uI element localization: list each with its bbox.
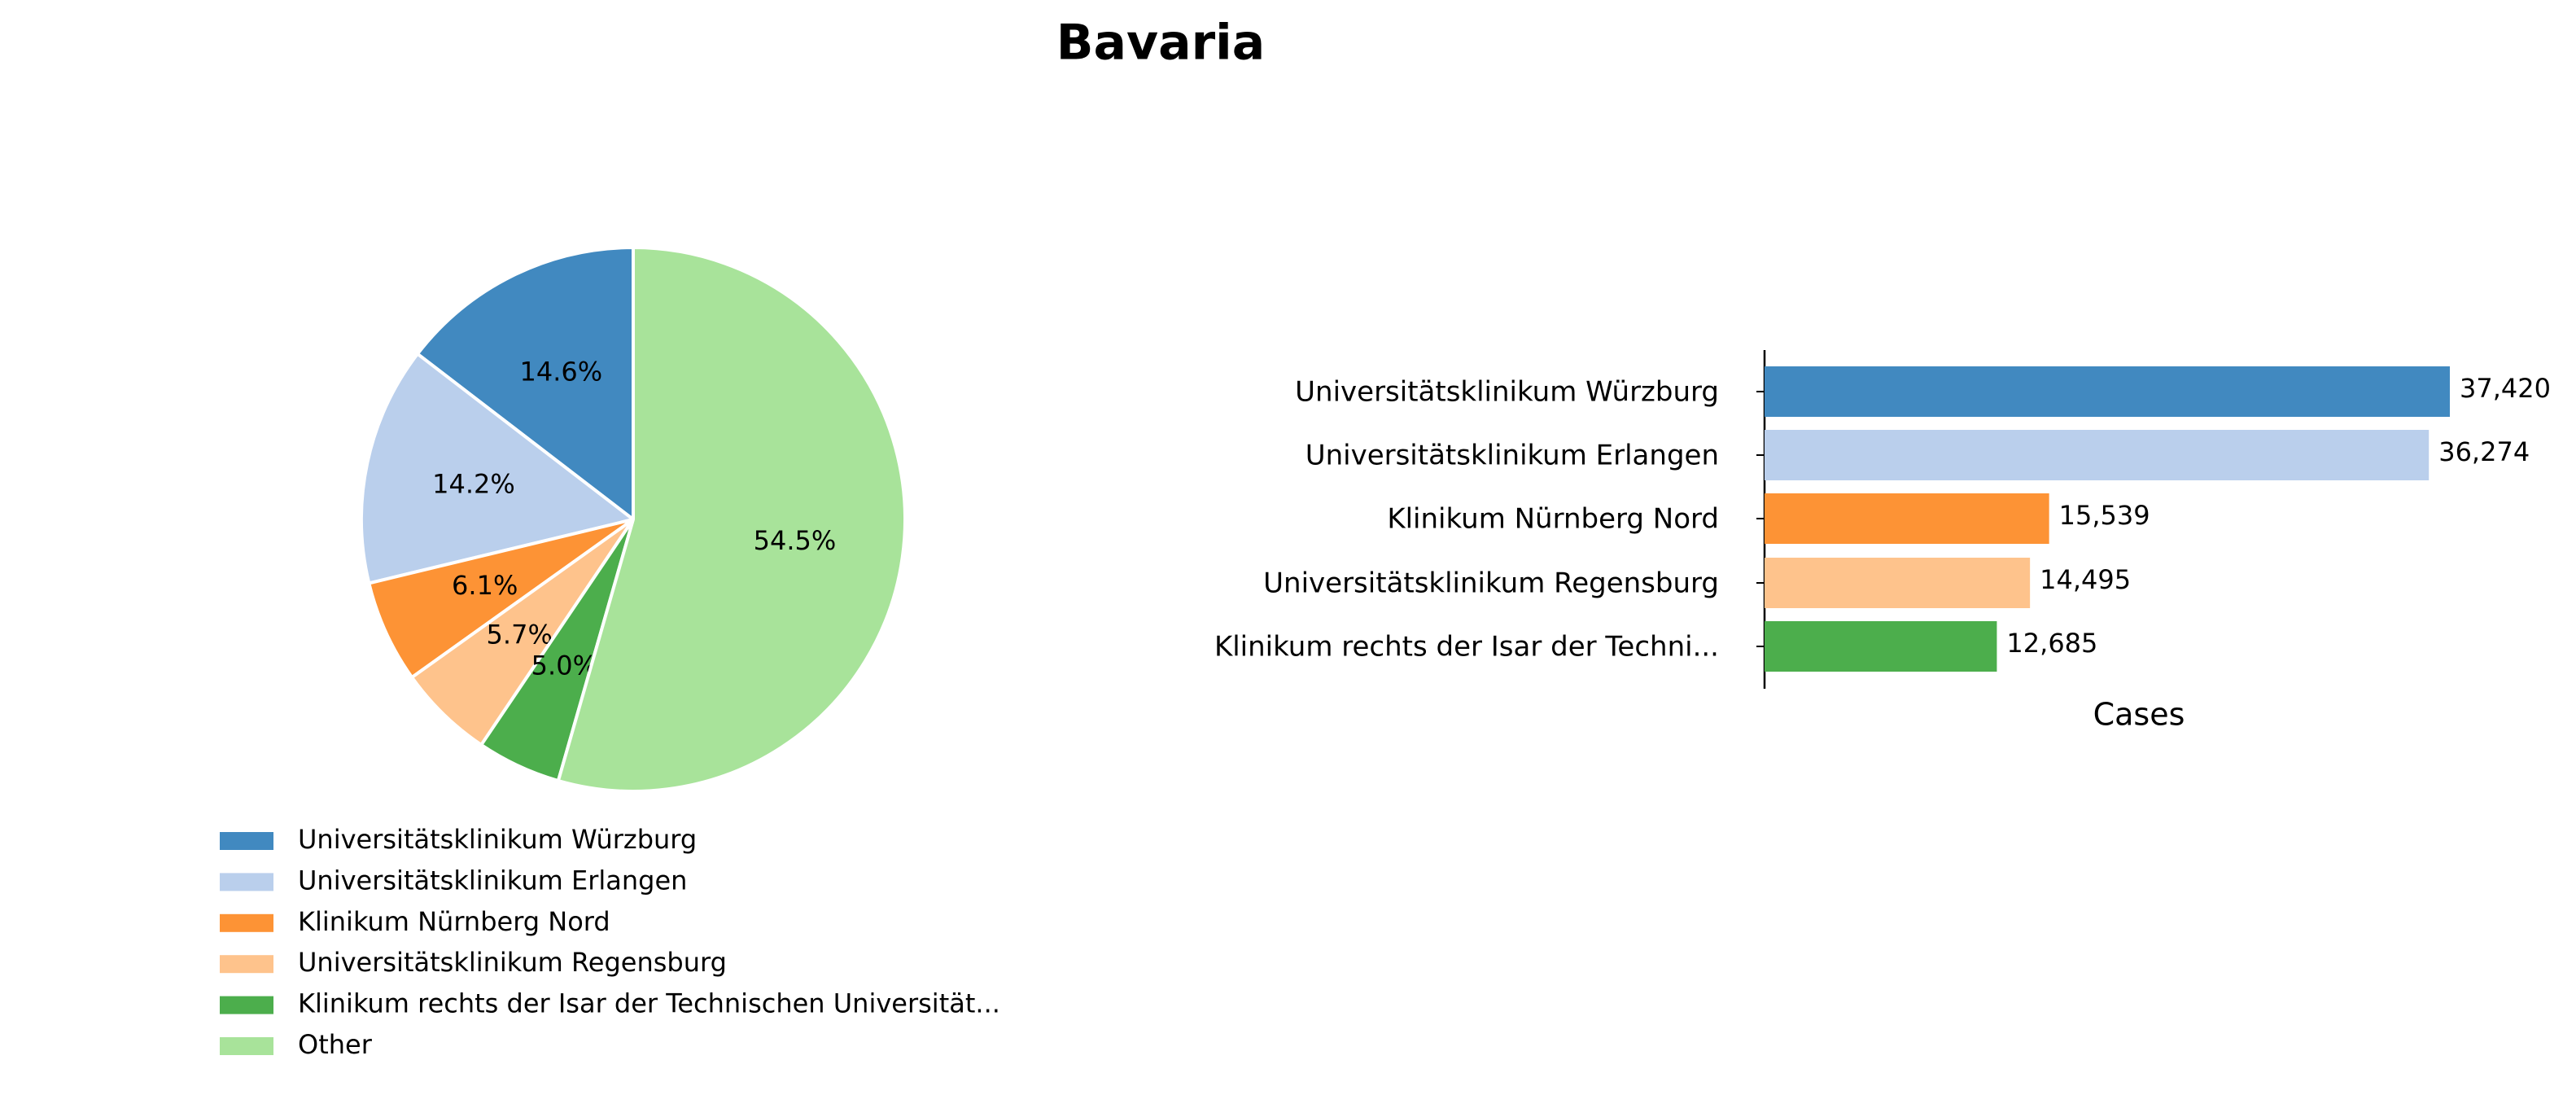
bar-category-label: Universitätsklinikum Erlangen bbox=[1305, 440, 1719, 472]
legend-swatch bbox=[220, 832, 273, 850]
pie-slice bbox=[367, 518, 635, 680]
bar-value-label: 14,495 bbox=[2040, 564, 2131, 595]
legend-swatch bbox=[220, 1037, 273, 1055]
pie-legend: Universitätsklinikum Würzburg Universität… bbox=[220, 824, 1000, 1060]
pie-chart: 14.6% 14.2% 6.1% 5.7%5.0% 54.5% bbox=[360, 246, 907, 793]
bar-value-label: 37,420 bbox=[2460, 373, 2551, 404]
legend-swatch bbox=[220, 873, 273, 891]
legend-entry-label: Klinikum rechts der Isar der Technischen… bbox=[298, 988, 1000, 1019]
pie-slice-percent-label: 5.0% bbox=[531, 650, 597, 681]
legend-entry-label: Universitätsklinikum Regensburg bbox=[298, 947, 727, 978]
bar bbox=[1765, 430, 2429, 480]
bar-x-axis-label: Cases bbox=[2093, 697, 2185, 733]
legend-entry-label: Other bbox=[298, 1029, 373, 1060]
bar bbox=[1765, 621, 1997, 672]
bar bbox=[1765, 558, 2031, 608]
pie-slice bbox=[360, 352, 635, 585]
pie-slice-percent-label: 14.6% bbox=[520, 356, 603, 387]
pie-slice-percent-label: 6.1% bbox=[452, 570, 518, 601]
pie-slice bbox=[556, 246, 907, 793]
bar-category-label: Universitätsklinikum Regensburg bbox=[1263, 567, 1719, 600]
bar-category-label: Klinikum Nürnberg Nord bbox=[1387, 503, 1719, 536]
legend-swatch bbox=[220, 955, 273, 974]
bar-value-label: 36,274 bbox=[2438, 436, 2530, 467]
bar bbox=[1765, 493, 2049, 544]
bar bbox=[1765, 366, 2450, 417]
legend-swatch bbox=[220, 913, 273, 932]
legend-swatch bbox=[220, 996, 273, 1014]
pie-slice-percent-label: 5.7% bbox=[487, 620, 553, 650]
figure-title: Bavaria bbox=[1056, 15, 1265, 72]
legend-entry-label: Universitätsklinikum Erlangen bbox=[298, 865, 687, 896]
bar-value-label: 12,685 bbox=[2006, 628, 2097, 659]
pie-slice-percent-label: 54.5% bbox=[754, 525, 837, 556]
pie-slice bbox=[415, 246, 635, 521]
bar-category-label: Universitätsklinikum Würzburg bbox=[1295, 376, 1719, 409]
pie-slice-percent-label: 14.2% bbox=[432, 468, 515, 499]
bar-value-label: 15,539 bbox=[2059, 500, 2150, 531]
bar-chart: Universitätsklinikum Würzburg 37,420 Unive… bbox=[1214, 350, 2551, 733]
bar-category-label: Klinikum rechts der Isar der Techni... bbox=[1214, 631, 1719, 664]
legend-entry-label: Klinikum Nürnberg Nord bbox=[298, 906, 610, 937]
legend-entry-label: Universitätsklinikum Würzburg bbox=[298, 824, 697, 855]
